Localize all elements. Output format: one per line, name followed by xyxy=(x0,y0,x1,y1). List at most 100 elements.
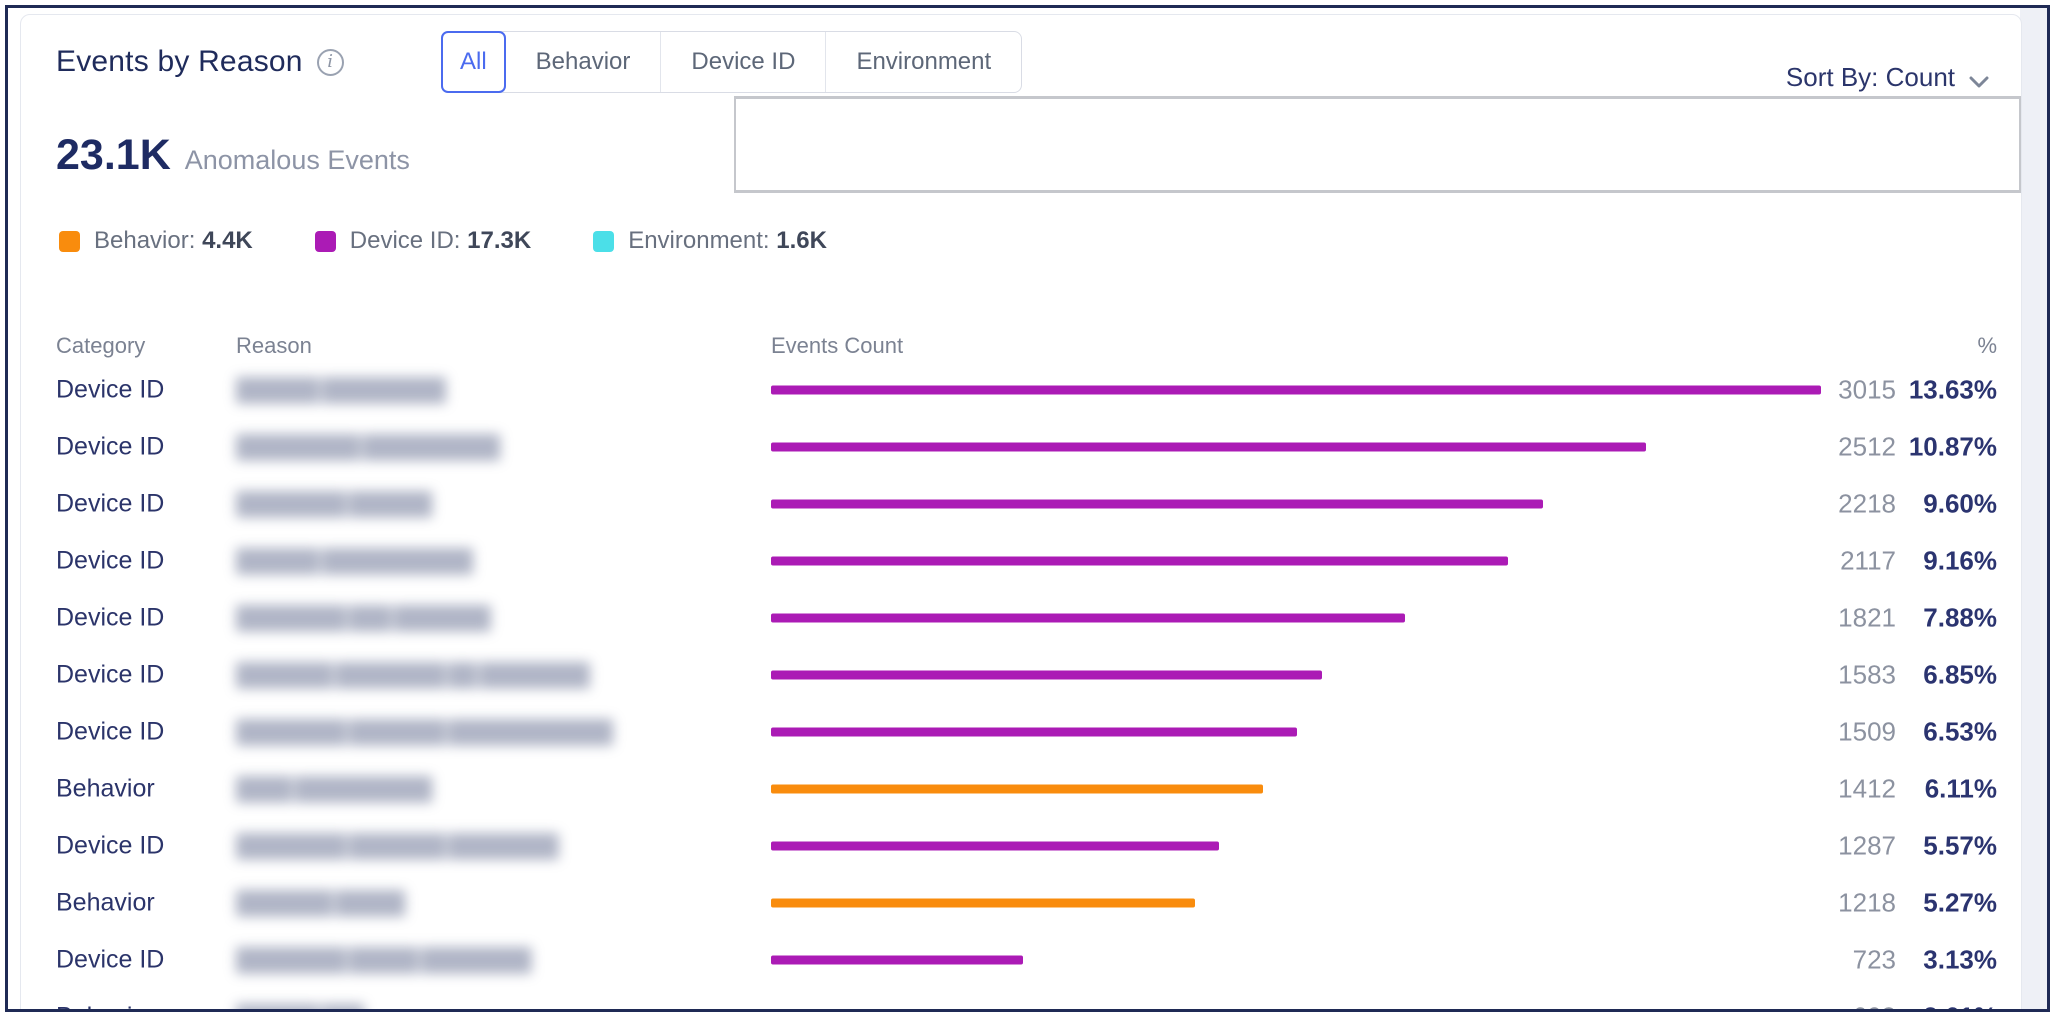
panel-window: Events by Reason i All Behavior Device I… xyxy=(5,5,2050,1012)
table-row[interactable]: Device ID ████████ ███████ ████████ 1287… xyxy=(21,817,2021,874)
table-row[interactable]: Behavior ████ ██████████ 1412 6.11% xyxy=(21,760,2021,817)
table-row[interactable]: Behavior ██████ ███ 603 2.61% xyxy=(21,988,2021,1010)
row-events-count: 2117 xyxy=(1840,545,1896,575)
events-count-bar xyxy=(771,499,1544,508)
row-category: Behavior xyxy=(56,888,155,916)
events-count-bar xyxy=(771,955,1023,964)
row-events-count: 1509 xyxy=(1838,716,1896,746)
sort-by-label: Sort By: Count xyxy=(1785,62,1955,92)
scrollbar-gutter[interactable] xyxy=(2020,8,2047,1009)
table-row[interactable]: Device ID ████████ ███ ███████ 1821 7.88… xyxy=(21,589,2021,646)
row-percent: 5.57% xyxy=(1923,830,1997,860)
row-events-count: 1218 xyxy=(1838,887,1896,917)
row-events-count: 1412 xyxy=(1838,773,1896,803)
row-percent: 13.63% xyxy=(1908,374,1997,404)
row-events-count: 603 xyxy=(1736,1001,1896,1009)
row-percent: 9.60% xyxy=(1923,488,1997,518)
bar-track xyxy=(771,442,1821,451)
behavior-swatch-icon xyxy=(59,230,80,252)
bar-track xyxy=(771,955,1821,964)
row-reason-blurred: █████████ ██████████ xyxy=(236,433,500,459)
table-row[interactable]: Device ID █████████ ██████████ 2512 10.8… xyxy=(21,418,2021,475)
row-reason-blurred: ████████ ███████ ████████████ xyxy=(236,718,613,744)
legend-value: 4.4K xyxy=(202,227,253,254)
column-header-events-count: Events Count xyxy=(771,333,904,358)
events-by-reason-card: Events by Reason i All Behavior Device I… xyxy=(20,14,2022,1010)
tab-device-id[interactable]: Device ID xyxy=(661,32,827,92)
info-icon[interactable]: i xyxy=(316,48,344,76)
page-title: Events by Reason xyxy=(56,45,303,78)
row-reason-blurred: ████████ █████ ████████ xyxy=(236,946,532,972)
row-percent: 5.27% xyxy=(1923,887,1997,917)
row-percent: 9.16% xyxy=(1923,545,1997,575)
row-category: Device ID xyxy=(56,546,165,574)
bar-track xyxy=(771,784,1821,793)
row-events-count: 1583 xyxy=(1838,659,1896,689)
column-header-category: Category xyxy=(56,333,146,358)
table-row[interactable]: Device ID ██████ █████████ 3015 13.63% xyxy=(21,361,2021,418)
row-reason-blurred: ██████ █████████ xyxy=(236,376,446,402)
table-rows: Device ID ██████ █████████ 3015 13.63% D… xyxy=(21,361,2021,1010)
column-header-percent: % xyxy=(1977,333,1997,358)
tab-all[interactable]: All xyxy=(441,31,506,93)
bar-track xyxy=(771,385,1821,394)
environment-swatch-icon xyxy=(593,230,615,252)
row-category: Device ID xyxy=(56,831,165,859)
bar-track xyxy=(771,499,1821,508)
table-row[interactable]: Device ID ███████ ████████ ██ ████████ 1… xyxy=(21,646,2021,703)
bar-track xyxy=(771,613,1821,622)
row-percent: 2.61% xyxy=(1885,1001,1997,1009)
table-row[interactable]: Device ID ████████ ██████ 2218 9.60% xyxy=(21,475,2021,532)
legend-label: Environment: xyxy=(628,227,770,254)
row-category: Device ID xyxy=(56,945,165,973)
chevron-down-icon xyxy=(1969,64,1989,95)
legend-item-device-id: Device ID: 17.3K xyxy=(314,227,531,255)
legend-label: Behavior: xyxy=(94,227,196,254)
row-percent: 7.88% xyxy=(1923,602,1997,632)
sort-by-dropdown[interactable]: Sort By: Count xyxy=(1786,60,1989,95)
row-percent: 3.13% xyxy=(1923,944,1997,974)
tab-environment[interactable]: Environment xyxy=(856,48,992,75)
row-category: Device ID xyxy=(56,375,165,403)
row-reason-blurred: ████ ██████████ xyxy=(236,775,432,801)
row-events-count: 2512 xyxy=(1838,431,1896,461)
bar-track xyxy=(771,841,1821,850)
table-row[interactable]: Behavior ███████ █████ 1218 5.27% xyxy=(21,874,2021,931)
events-count-bar xyxy=(771,841,1220,850)
total-events-label: Anomalous Events xyxy=(184,145,410,175)
events-count-bar xyxy=(771,613,1406,622)
table-row[interactable]: Device ID ████████ █████ ████████ 723 3.… xyxy=(21,931,2021,988)
events-count-bar xyxy=(771,442,1646,451)
row-percent: 6.85% xyxy=(1923,659,1997,689)
row-reason-blurred: ██████ ███████████ xyxy=(236,547,473,573)
tab-behavior[interactable]: Behavior xyxy=(506,32,662,92)
legend-value: 1.6K xyxy=(776,227,827,254)
row-category: Behavior xyxy=(56,1002,155,1009)
row-reason-blurred: ████████ ██████ xyxy=(236,490,432,516)
bar-track xyxy=(771,898,1821,907)
legend-label: Device ID: xyxy=(349,227,461,254)
events-count-bar xyxy=(771,898,1196,907)
row-events-count: 1821 xyxy=(1838,602,1896,632)
row-events-count: 3015 xyxy=(1838,374,1896,404)
table-row[interactable]: Device ID ██████ ███████████ 2117 9.16% xyxy=(21,532,2021,589)
device-id-swatch-icon xyxy=(314,230,336,252)
row-percent: 6.11% xyxy=(1924,773,1997,803)
bar-track xyxy=(771,670,1821,679)
row-events-count: 2218 xyxy=(1838,488,1896,518)
events-count-bar xyxy=(771,784,1263,793)
legend: Behavior: 4.4K Device ID: 17.3K Environm… xyxy=(59,227,827,255)
row-events-count: 723 xyxy=(1852,944,1896,974)
row-category: Device ID xyxy=(56,660,165,688)
category-tab-group: All Behavior Device ID Environment xyxy=(441,31,1023,93)
row-reason-blurred: ███████ █████ xyxy=(236,889,405,915)
row-reason-blurred: ███████ ████████ ██ ████████ xyxy=(236,661,590,687)
total-events-value: 23.1K xyxy=(56,131,171,179)
table-row[interactable]: Device ID ████████ ███████ ████████████ … xyxy=(21,703,2021,760)
row-reason-blurred: ██████ ███ xyxy=(236,1004,364,1010)
row-category: Device ID xyxy=(56,717,165,745)
empty-dropdown-panel[interactable] xyxy=(734,96,2021,193)
row-category: Behavior xyxy=(56,774,155,802)
legend-item-environment: Environment: 1.6K xyxy=(593,227,827,255)
row-reason-blurred: ████████ ███████ ████████ xyxy=(236,832,559,858)
